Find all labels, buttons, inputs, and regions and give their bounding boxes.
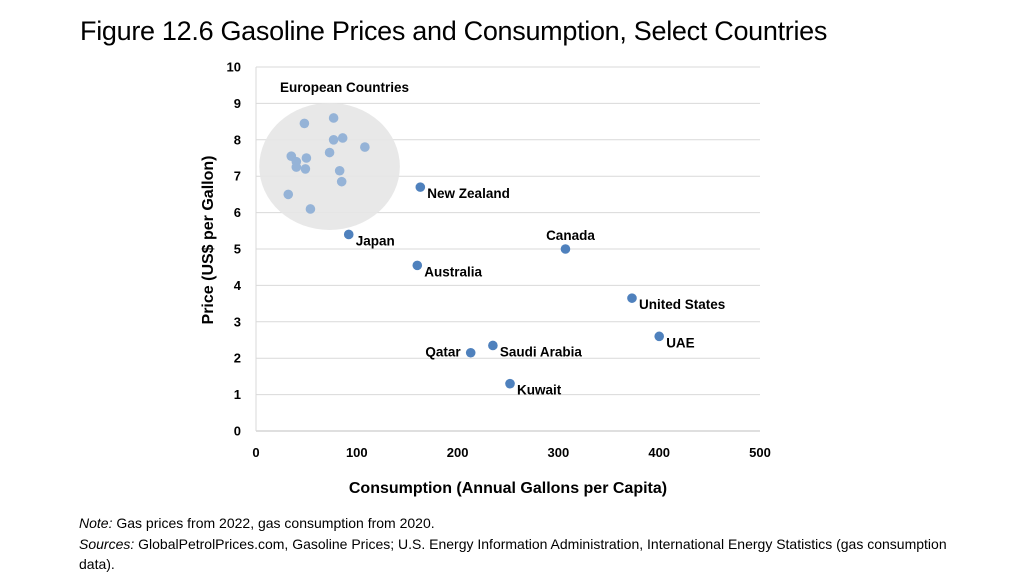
x-tick-label: 100 xyxy=(346,445,368,460)
european-data-point xyxy=(299,118,310,129)
y-axis-title: Price (US$ per Gallon) xyxy=(200,156,217,325)
point-label-japan: Japan xyxy=(356,233,395,248)
data-point-new-zealand xyxy=(415,182,426,192)
european-data-point xyxy=(328,135,339,145)
european-cluster: European Countries xyxy=(259,80,409,230)
data-point-uae xyxy=(654,331,664,342)
note-label: Note: xyxy=(79,515,113,531)
x-tick-label: 0 xyxy=(252,445,259,460)
european-data-point xyxy=(300,164,311,174)
data-point-canada xyxy=(560,244,571,254)
y-tick-label: 8 xyxy=(234,132,241,147)
european-data-point xyxy=(283,189,294,200)
european-data-point xyxy=(337,133,348,143)
y-tick-label: 4 xyxy=(234,278,242,293)
data-point-japan xyxy=(343,229,354,240)
data-point-united-states xyxy=(627,293,637,303)
data-point-australia xyxy=(412,260,423,271)
x-tick-label: 400 xyxy=(648,445,670,460)
european-data-point xyxy=(328,113,339,123)
y-tick-label: 3 xyxy=(234,314,241,329)
european-data-point xyxy=(305,204,316,214)
note-line: Note: Gas prices from 2022, gas consumpt… xyxy=(79,513,979,534)
point-label-uae: UAE xyxy=(666,335,695,350)
european-data-point xyxy=(324,147,335,158)
y-tick-label: 10 xyxy=(227,60,241,75)
european-data-point xyxy=(301,153,312,163)
point-label-australia: Australia xyxy=(424,264,482,279)
european-data-point xyxy=(336,176,347,187)
page-title: Figure 12.6 Gasoline Prices and Consumpt… xyxy=(80,16,828,46)
sources-line: Sources: GlobalPetrolPrices.com, Gasolin… xyxy=(79,534,979,575)
x-tick-label: 500 xyxy=(749,445,771,460)
european-data-point xyxy=(360,142,370,152)
x-axis-title: Consumption (Annual Gallons per Capita) xyxy=(349,480,667,497)
y-tick-label: 5 xyxy=(234,242,241,257)
point-label-qatar: Qatar xyxy=(425,345,461,360)
point-label-kuwait: Kuwait xyxy=(517,383,562,398)
sources-label: Sources: xyxy=(79,535,135,552)
x-tick-label: 300 xyxy=(548,445,570,460)
european-data-point xyxy=(291,162,302,172)
point-label-new-zealand: New Zealand xyxy=(427,186,510,201)
y-tick-label: 0 xyxy=(234,424,241,439)
point-label-united-states: United States xyxy=(639,297,725,312)
y-tick-label: 6 xyxy=(234,205,241,220)
data-points xyxy=(283,113,664,389)
sources-text: GlobalPetrolPrices.com, Gasoline Prices;… xyxy=(79,535,947,573)
point-label-canada: Canada xyxy=(546,228,595,243)
x-tick-label: 200 xyxy=(447,445,469,460)
point-labels: New Zealand Japan Australia Canada United St… xyxy=(356,186,726,398)
european-cluster-highlight xyxy=(259,102,400,230)
y-tick-label: 2 xyxy=(234,351,241,366)
european-data-point xyxy=(334,165,345,176)
data-point-saudi-arabia xyxy=(488,340,498,351)
data-point-qatar xyxy=(465,347,476,358)
european-countries-label: European Countries xyxy=(280,80,409,95)
note-text: Gas prices from 2022, gas consumption fr… xyxy=(116,515,435,531)
data-point-kuwait xyxy=(505,378,515,389)
point-label-saudi-arabia: Saudi Arabia xyxy=(500,344,583,359)
y-tick-label: 9 xyxy=(234,96,241,111)
y-tick-label: 7 xyxy=(234,169,241,184)
y-tick-label: 1 xyxy=(234,387,241,402)
figure-notes: Note: Gas prices from 2022, gas consumpt… xyxy=(79,513,979,575)
